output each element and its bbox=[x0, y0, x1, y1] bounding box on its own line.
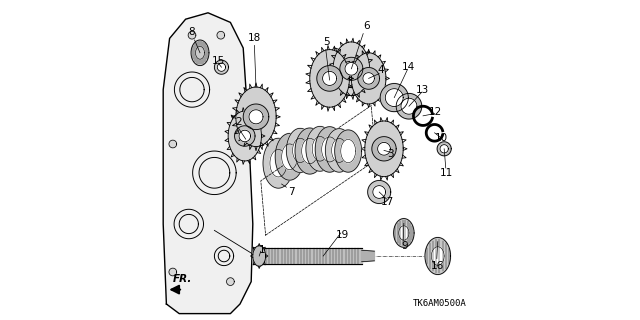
Text: 3: 3 bbox=[387, 148, 394, 159]
Polygon shape bbox=[380, 84, 408, 112]
Polygon shape bbox=[358, 68, 380, 89]
Polygon shape bbox=[425, 237, 451, 275]
Polygon shape bbox=[399, 226, 409, 240]
Polygon shape bbox=[332, 139, 347, 162]
Polygon shape bbox=[306, 126, 334, 171]
Polygon shape bbox=[351, 53, 386, 104]
Polygon shape bbox=[163, 13, 253, 314]
Polygon shape bbox=[239, 130, 251, 142]
Polygon shape bbox=[317, 66, 342, 91]
Text: 4: 4 bbox=[378, 65, 384, 76]
Polygon shape bbox=[236, 87, 276, 147]
Polygon shape bbox=[188, 31, 196, 39]
Polygon shape bbox=[191, 40, 209, 66]
Polygon shape bbox=[322, 137, 337, 162]
Text: 2: 2 bbox=[235, 116, 242, 127]
Polygon shape bbox=[169, 268, 177, 276]
Polygon shape bbox=[196, 46, 205, 59]
Polygon shape bbox=[385, 89, 403, 107]
Polygon shape bbox=[368, 180, 390, 204]
Polygon shape bbox=[292, 138, 308, 163]
Text: 14: 14 bbox=[401, 62, 415, 72]
Text: TK6AM0500A: TK6AM0500A bbox=[413, 299, 467, 308]
Polygon shape bbox=[394, 219, 414, 247]
Text: 19: 19 bbox=[336, 230, 349, 240]
Text: 9: 9 bbox=[401, 241, 408, 252]
Polygon shape bbox=[335, 130, 362, 172]
Polygon shape bbox=[228, 111, 262, 161]
Polygon shape bbox=[440, 145, 448, 153]
Polygon shape bbox=[401, 98, 417, 114]
Polygon shape bbox=[365, 121, 403, 177]
Polygon shape bbox=[249, 110, 263, 124]
Polygon shape bbox=[333, 42, 370, 96]
Text: 1: 1 bbox=[259, 244, 266, 255]
Polygon shape bbox=[373, 186, 385, 198]
Polygon shape bbox=[363, 73, 374, 84]
Polygon shape bbox=[340, 57, 363, 80]
Text: 12: 12 bbox=[429, 107, 442, 117]
Polygon shape bbox=[243, 104, 269, 130]
Polygon shape bbox=[312, 137, 328, 161]
Polygon shape bbox=[263, 138, 294, 188]
Polygon shape bbox=[437, 142, 451, 156]
Polygon shape bbox=[345, 62, 358, 75]
Text: 16: 16 bbox=[431, 260, 444, 271]
Polygon shape bbox=[218, 63, 226, 71]
Polygon shape bbox=[372, 137, 396, 161]
Polygon shape bbox=[214, 60, 228, 74]
Text: 17: 17 bbox=[381, 196, 394, 207]
Text: 6: 6 bbox=[363, 20, 370, 31]
Text: 11: 11 bbox=[440, 168, 453, 178]
Text: 5: 5 bbox=[323, 36, 330, 47]
Polygon shape bbox=[362, 250, 374, 262]
Text: 7: 7 bbox=[288, 187, 294, 197]
Polygon shape bbox=[270, 149, 287, 177]
Text: 13: 13 bbox=[416, 84, 429, 95]
Polygon shape bbox=[253, 248, 362, 264]
Polygon shape bbox=[282, 144, 298, 170]
Polygon shape bbox=[316, 127, 344, 172]
Polygon shape bbox=[310, 50, 349, 107]
Text: 15: 15 bbox=[212, 56, 225, 66]
Text: 8: 8 bbox=[189, 27, 195, 37]
Text: 10: 10 bbox=[435, 132, 447, 143]
Polygon shape bbox=[227, 278, 234, 285]
Polygon shape bbox=[169, 140, 177, 148]
Polygon shape bbox=[233, 124, 241, 132]
Polygon shape bbox=[378, 142, 390, 155]
Text: 18: 18 bbox=[248, 33, 261, 44]
Polygon shape bbox=[275, 133, 304, 180]
Polygon shape bbox=[326, 129, 353, 172]
Polygon shape bbox=[295, 128, 324, 174]
Polygon shape bbox=[396, 93, 422, 119]
Polygon shape bbox=[253, 246, 266, 266]
Polygon shape bbox=[301, 138, 318, 164]
Polygon shape bbox=[431, 247, 444, 265]
Polygon shape bbox=[340, 140, 356, 163]
Polygon shape bbox=[235, 126, 255, 146]
Polygon shape bbox=[217, 31, 225, 39]
Text: FR.: FR. bbox=[173, 274, 192, 284]
Polygon shape bbox=[287, 128, 314, 172]
Polygon shape bbox=[323, 71, 337, 85]
